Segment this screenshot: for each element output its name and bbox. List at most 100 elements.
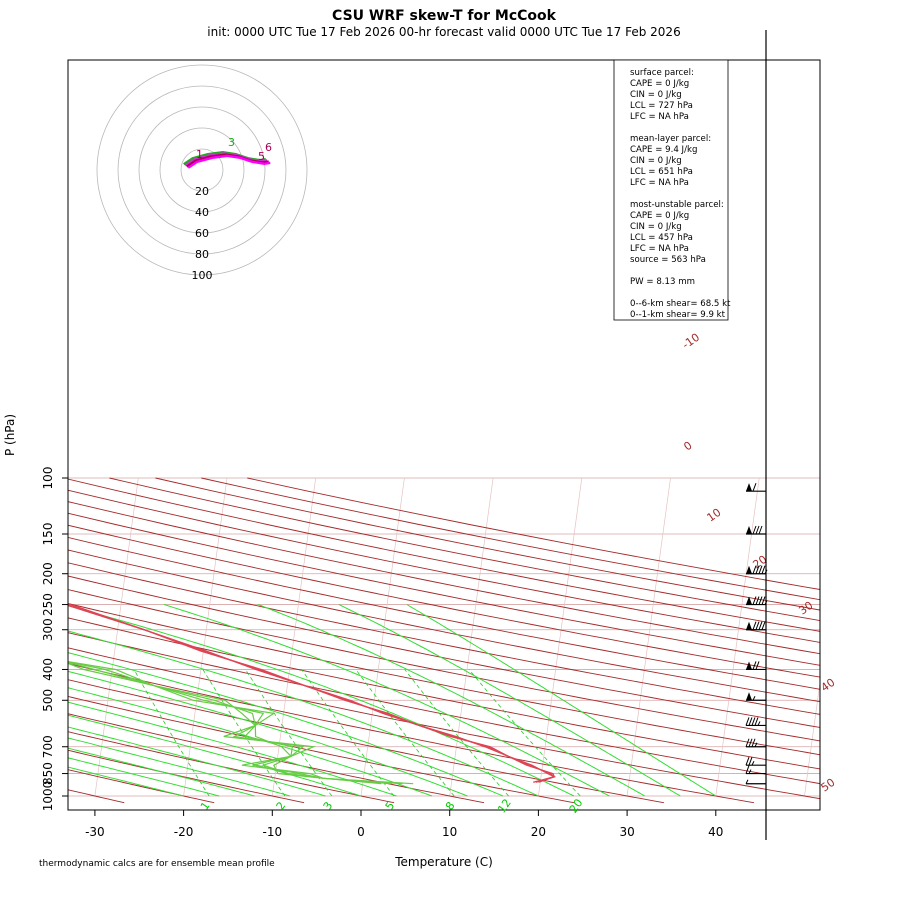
chart-title: CSU WRF skew-T for McCook bbox=[332, 8, 557, 24]
dry-adiabat bbox=[68, 749, 305, 804]
isotherm-label: 40 bbox=[819, 676, 838, 695]
isotherm-label: 0 bbox=[681, 439, 694, 454]
stats-line: LFC = NA hPa bbox=[630, 178, 689, 188]
stats-line: surface parcel: bbox=[630, 68, 694, 78]
moist-adiabat bbox=[68, 737, 291, 797]
y-tick-label: 250 bbox=[41, 593, 55, 616]
stats-pw: PW = 8.13 mm bbox=[630, 277, 695, 287]
wind-barb bbox=[745, 717, 766, 727]
y-axis-label: P (hPa) bbox=[3, 414, 17, 456]
x-tick-label: 30 bbox=[619, 825, 634, 839]
mixing-ratio-label: 2 bbox=[274, 799, 289, 812]
stats-line: 0--1-km shear= 9.9 kt bbox=[630, 310, 726, 320]
hodograph-ring bbox=[159, 127, 245, 213]
dry-adiabat bbox=[155, 477, 820, 611]
footnote: thermodynamic calcs are for ensemble mea… bbox=[39, 859, 275, 869]
isotherm bbox=[893, 478, 900, 796]
isotherm-label: 20 bbox=[751, 553, 770, 572]
wind-barb bbox=[746, 621, 766, 631]
hodograph-ring-label: 40 bbox=[195, 206, 209, 219]
hodograph: 20 40 60 80 100 1 3 56 bbox=[96, 64, 308, 282]
y-tick-label: 150 bbox=[41, 523, 55, 546]
x-tick-label: -30 bbox=[85, 825, 105, 839]
isotherm-label: 30 bbox=[797, 599, 816, 618]
moist-adiabat bbox=[406, 604, 717, 797]
stats-line: LCL = 651 hPa bbox=[630, 167, 693, 177]
dry-adiabat bbox=[68, 632, 820, 785]
dry-adiabat bbox=[68, 769, 215, 804]
dry-adiabat bbox=[68, 536, 820, 690]
dry-adiabat bbox=[68, 478, 820, 632]
moist-adiabat bbox=[68, 757, 220, 797]
grid-lines bbox=[68, 477, 900, 804]
stats-line: LFC = NA hPa bbox=[630, 112, 689, 122]
mixing-ratio-line bbox=[133, 669, 210, 797]
moist-adiabat bbox=[258, 604, 646, 797]
stats-line: CIN = 0 J/kg bbox=[630, 222, 682, 232]
hodograph-trace bbox=[187, 154, 271, 169]
mixing-ratio-line bbox=[468, 669, 581, 797]
y-tick-label: 500 bbox=[41, 689, 55, 712]
stats-line: LCL = 457 hPa bbox=[630, 233, 693, 243]
dry-adiabat bbox=[68, 603, 820, 756]
dry-adiabat bbox=[68, 512, 820, 666]
moist-adiabat bbox=[68, 714, 362, 797]
dry-adiabat bbox=[68, 501, 820, 655]
isotherm bbox=[183, 477, 228, 797]
stats-box bbox=[613, 59, 729, 321]
x-tick-label: 20 bbox=[531, 825, 546, 839]
hodograph-height-label: 5 bbox=[258, 150, 265, 163]
dry-adiabat bbox=[68, 489, 820, 643]
dry-adiabat bbox=[109, 477, 820, 622]
wind-barbs bbox=[745, 482, 768, 785]
wind-barb bbox=[745, 765, 766, 775]
dry-adiabat bbox=[68, 713, 485, 804]
dewpoint-profile bbox=[68, 661, 403, 785]
dry-adiabat bbox=[68, 562, 820, 715]
mixing-ratio-label: 5 bbox=[383, 799, 398, 812]
x-tick-label: 0 bbox=[357, 825, 365, 839]
moist-adiabat bbox=[68, 701, 397, 797]
y-tick-label: 300 bbox=[41, 618, 55, 641]
stats-line: CAPE = 0 J/kg bbox=[630, 211, 689, 221]
moist-adiabat bbox=[68, 670, 468, 797]
dry-adiabat bbox=[68, 731, 395, 804]
hodograph-ring-label: 20 bbox=[195, 185, 209, 198]
dry-adiabat bbox=[68, 663, 754, 804]
dry-adiabat bbox=[68, 549, 820, 703]
dewpoint-profile bbox=[68, 660, 382, 785]
mixing-ratio-line bbox=[301, 669, 395, 797]
hodograph-ring-label: 100 bbox=[192, 269, 213, 282]
isotherm bbox=[715, 477, 760, 797]
hodograph-height-label: 1 bbox=[196, 148, 203, 161]
moist-adiabat bbox=[68, 766, 184, 797]
wind-barb bbox=[745, 757, 766, 766]
y-tick-label: 100 bbox=[41, 467, 55, 490]
plot-area bbox=[68, 477, 900, 804]
isotherm-label: 50 bbox=[819, 776, 838, 795]
dry-adiabat bbox=[68, 575, 820, 728]
mixing-ratio-label: 3 bbox=[321, 799, 336, 812]
wind-barb bbox=[746, 525, 766, 535]
mixing-ratio-label: 12 bbox=[495, 797, 514, 816]
stats-line: 0--6-km shear= 68.5 kt bbox=[630, 299, 731, 309]
moist-adiabat bbox=[68, 652, 504, 797]
wind-barb bbox=[746, 565, 768, 575]
isotherm bbox=[94, 477, 139, 797]
wind-barb bbox=[746, 482, 766, 492]
x-tick-label: 40 bbox=[708, 825, 723, 839]
dewpoint-profile bbox=[68, 661, 392, 785]
moist-adiabat bbox=[68, 630, 539, 797]
chart-subtitle: init: 0000 UTC Tue 17 Feb 2026 00-hr for… bbox=[207, 25, 680, 39]
stats-line: mean-layer parcel: bbox=[630, 134, 711, 144]
hodograph-bg bbox=[96, 64, 308, 276]
y-tick-label: 400 bbox=[41, 658, 55, 681]
hodograph-ring bbox=[117, 85, 287, 255]
dewpoint-profile bbox=[68, 662, 414, 785]
sounding-profiles bbox=[68, 603, 557, 785]
mixing-ratio-line bbox=[404, 669, 509, 797]
stats-line: CIN = 0 J/kg bbox=[630, 90, 682, 100]
